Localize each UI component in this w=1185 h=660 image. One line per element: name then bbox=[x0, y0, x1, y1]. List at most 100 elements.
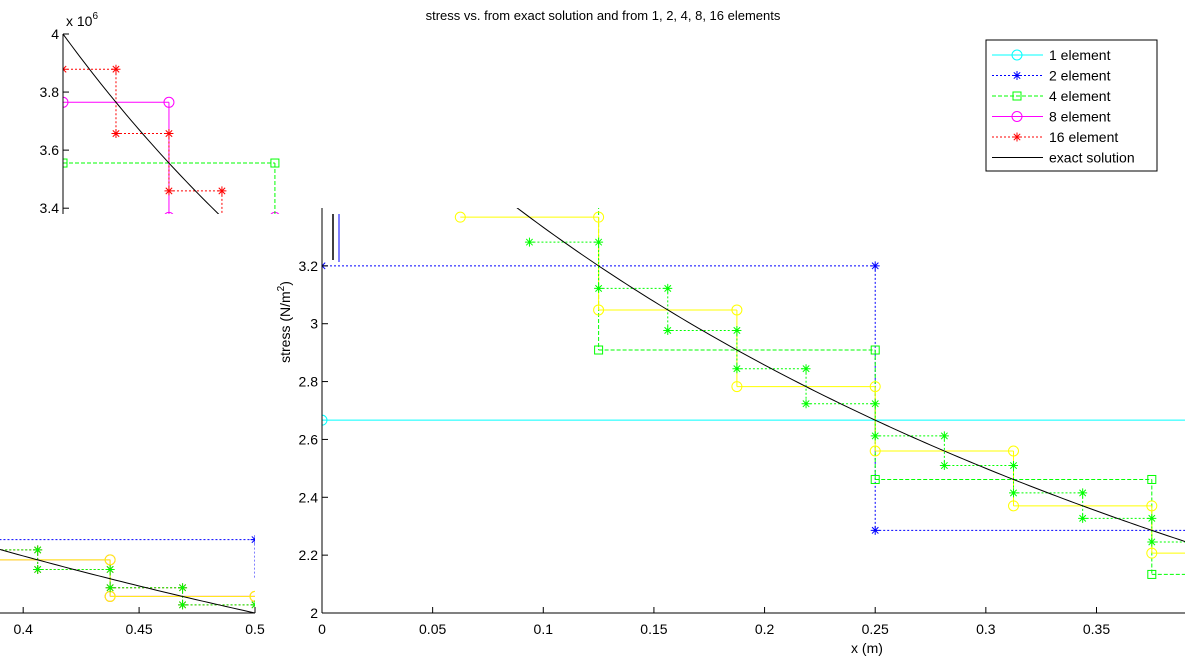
4-element-marker bbox=[270, 158, 280, 168]
4-element-marker bbox=[1147, 569, 1157, 579]
left-panel: 0.4 0.45 0.5 bbox=[0, 387, 265, 637]
main-panel: 0 0.05 0.1 0.15 0.2 0.25 0.3 0.35 2 2.2 2.4 2.6 2.8… bbox=[276, 159, 1185, 656]
x-tick-label: 0.2 bbox=[755, 621, 775, 637]
legend-items: 1 element 2 element 4 element 8 element 16 e… bbox=[992, 47, 1135, 166]
left-panel-x-ticks: 0.4 0.45 0.5 bbox=[13, 607, 265, 637]
green-star-overlay-marker bbox=[939, 461, 949, 471]
4-element-marker bbox=[870, 474, 880, 484]
yellow-circle-overlay-marker bbox=[731, 304, 743, 316]
4-element-marker bbox=[595, 159, 603, 167]
8-element-marker bbox=[63, 96, 69, 108]
2-element-marker bbox=[250, 535, 255, 545]
main-panel-data bbox=[318, 159, 1185, 579]
yellow-circle-overlay-marker bbox=[1008, 445, 1020, 457]
green-star-overlay-marker bbox=[801, 364, 811, 374]
left-panel-data bbox=[0, 535, 255, 613]
green-star-overlay-marker bbox=[178, 600, 188, 610]
yellow-circle-overlay-marker bbox=[869, 381, 881, 393]
green-star-overlay-marker bbox=[663, 325, 673, 335]
legend-item: 2 element bbox=[992, 68, 1111, 84]
16-element-marker bbox=[164, 129, 174, 139]
green-star-overlay-marker bbox=[870, 399, 880, 409]
x-tick-label: 0.3 bbox=[976, 621, 996, 637]
top-y-tick-label: 4 bbox=[51, 26, 59, 42]
green-star-overlay-marker bbox=[801, 399, 811, 409]
yellow-circle-overlay-marker bbox=[1146, 547, 1158, 559]
green-star-overlay-marker bbox=[178, 583, 188, 593]
y-axis-label-superscript: 2 bbox=[276, 285, 287, 291]
x-tick-label: 0.15 bbox=[640, 621, 667, 637]
legend-item: 8 element bbox=[992, 109, 1111, 125]
top-panel-y-ticks: 3.4 3.6 3.8 4 bbox=[40, 26, 69, 216]
y-axis-label-main: stress (N/m bbox=[277, 291, 293, 363]
legend-swatch-marker bbox=[1011, 49, 1023, 61]
legend-swatch-marker bbox=[1012, 71, 1022, 80]
main-panel-y-ticks: 2 2.2 2.4 2.6 2.8 3 3.2 bbox=[299, 258, 328, 621]
green-star-overlay-marker bbox=[1009, 488, 1019, 498]
y-tick-label: 3.2 bbox=[299, 258, 319, 274]
x-tick-label: 0 bbox=[318, 621, 326, 637]
exponent-power: 6 bbox=[92, 11, 98, 22]
yellow-circle-overlay-marker bbox=[1146, 500, 1158, 512]
y-tick-label: 2.8 bbox=[299, 374, 319, 390]
8-element-marker bbox=[163, 96, 175, 108]
y-tick-label: 2 bbox=[310, 605, 318, 621]
yellow-circle-overlay-marker bbox=[104, 554, 116, 566]
top-y-tick-label: 3.4 bbox=[40, 200, 60, 216]
green-star-overlay-marker bbox=[524, 237, 534, 247]
4-element-marker bbox=[1147, 474, 1157, 484]
16-element-line bbox=[63, 68, 223, 214]
green-star-overlay-marker bbox=[1147, 537, 1157, 547]
main-panel-x-ticks: 0 0.05 0.1 0.15 0.2 0.25 0.3 0.35 bbox=[318, 607, 1110, 637]
fragment-lines bbox=[332, 214, 340, 262]
16-element-marker bbox=[111, 64, 121, 74]
exponent-label: x 106 bbox=[66, 11, 98, 29]
x-tick-label: 0.05 bbox=[419, 621, 446, 637]
legend-label: 1 element bbox=[1049, 47, 1111, 63]
16-element-marker bbox=[164, 186, 174, 196]
exponent-base: x 10 bbox=[66, 13, 93, 29]
y-axis-label: stress (N/m2) bbox=[276, 281, 293, 363]
1-element-marker bbox=[322, 414, 328, 426]
4-element-marker bbox=[870, 345, 880, 355]
y-tick-label: 2.4 bbox=[299, 489, 319, 505]
top-panel-background bbox=[63, 34, 280, 214]
legend-swatch-marker bbox=[1011, 111, 1023, 122]
legend-item: exact solution bbox=[992, 150, 1135, 166]
legend-box bbox=[985, 39, 1158, 172]
left-x-tick-label: 0.4 bbox=[13, 621, 33, 637]
green-star-overlay-marker bbox=[663, 283, 673, 293]
x-tick-label: 0.35 bbox=[1083, 621, 1110, 637]
left-x-tick-label: 0.5 bbox=[245, 621, 265, 637]
legend-label: exact solution bbox=[1049, 150, 1135, 166]
4-element-marker bbox=[594, 345, 604, 355]
top-y-tick-label: 3.6 bbox=[40, 142, 60, 158]
green-star-overlay-marker bbox=[1078, 513, 1088, 523]
legend: 1 element 2 element 4 element 8 element 16 e… bbox=[985, 39, 1158, 172]
2-element-marker bbox=[870, 525, 880, 535]
yellow-circle-overlay-marker bbox=[454, 211, 466, 223]
main-panel-background bbox=[322, 208, 1185, 613]
16-element-marker bbox=[217, 186, 227, 196]
legend-label: 2 element bbox=[1049, 68, 1111, 84]
green-star-overlay-marker bbox=[1078, 488, 1088, 498]
4-element-marker bbox=[318, 159, 326, 167]
2-element-marker bbox=[870, 261, 880, 271]
4-element-marker bbox=[63, 158, 68, 168]
green-star-overlay-marker bbox=[594, 237, 604, 247]
exact-solution-line bbox=[63, 34, 220, 214]
exact-solution-line bbox=[516, 208, 1185, 543]
green-star-overlay-marker bbox=[1147, 513, 1157, 523]
top-panel: 3.4 3.6 3.8 4 x 106 bbox=[40, 11, 280, 216]
yellow-circle-overlay-marker bbox=[249, 590, 255, 602]
green-star-overlay-marker bbox=[732, 325, 742, 335]
green-star-overlay-marker bbox=[939, 431, 949, 441]
legend-label: 4 element bbox=[1049, 88, 1111, 104]
chart-title: stress vs. from exact solution and from … bbox=[426, 8, 781, 23]
top-panel-data bbox=[63, 34, 280, 214]
green-star-overlay-marker bbox=[105, 564, 115, 574]
legend-swatch-marker bbox=[1012, 91, 1022, 101]
8-element-marker bbox=[164, 211, 174, 214]
exact-solution-line bbox=[0, 548, 255, 613]
